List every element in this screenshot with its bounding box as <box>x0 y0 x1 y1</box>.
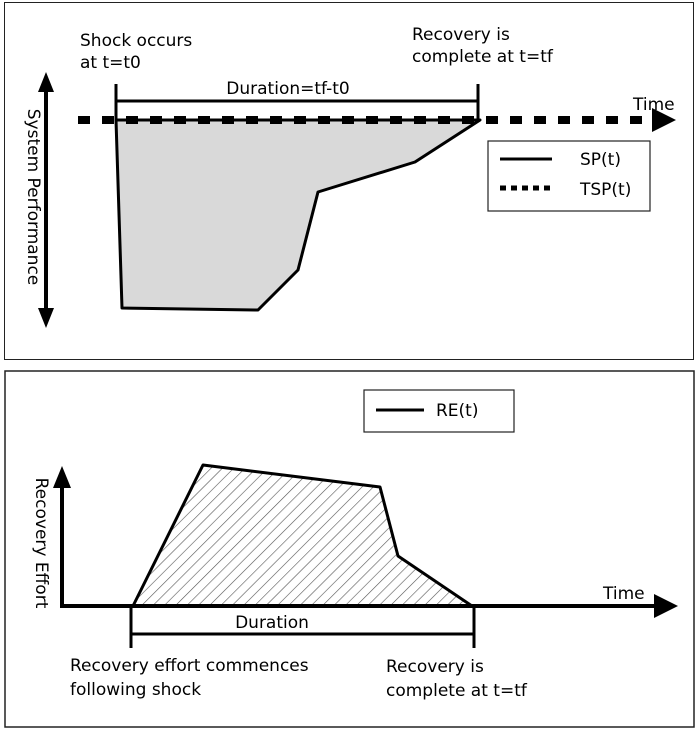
top-time-label: Time <box>632 95 675 115</box>
recovery-effort-area <box>131 463 474 608</box>
bottom-y-axis-arrow <box>53 466 71 488</box>
shock-annotation-line2: at t=t0 <box>80 53 141 73</box>
system-performance-area <box>114 118 482 312</box>
bottom-y-axis-label: Recovery Effort <box>31 478 51 609</box>
bottom-time-label: Time <box>602 584 645 604</box>
recovery-annotation-top-line2: complete at t=tf <box>412 47 554 67</box>
top-y-axis-arrow-up <box>38 72 54 92</box>
recovery-commence-line2: following shock <box>70 680 201 700</box>
bottom-time-arrow <box>654 594 678 618</box>
shock-annotation-line1: Shock occurs <box>80 31 192 51</box>
legend-sp-label: SP(t) <box>580 150 621 170</box>
recovery-annotation-top-line1: Recovery is <box>412 25 510 45</box>
duration-label-top: Duration=tf-t0 <box>226 79 349 99</box>
legend-tsp-label: TSP(t) <box>579 180 631 200</box>
recovery-annotation-bottom-line1: Recovery is <box>386 657 484 677</box>
recovery-commence-line1: Recovery effort commences <box>70 656 309 676</box>
legend-re-label: RE(t) <box>436 401 478 421</box>
recovery-annotation-bottom-line2: complete at t=tf <box>386 681 528 701</box>
duration-label-bottom: Duration <box>235 613 309 633</box>
top-y-axis-label: System Performance <box>23 109 43 286</box>
top-time-arrow <box>652 108 676 132</box>
top-y-axis-arrow-down <box>38 308 54 328</box>
bottom-panel-frame <box>4 370 695 728</box>
top-legend-box <box>487 140 651 212</box>
